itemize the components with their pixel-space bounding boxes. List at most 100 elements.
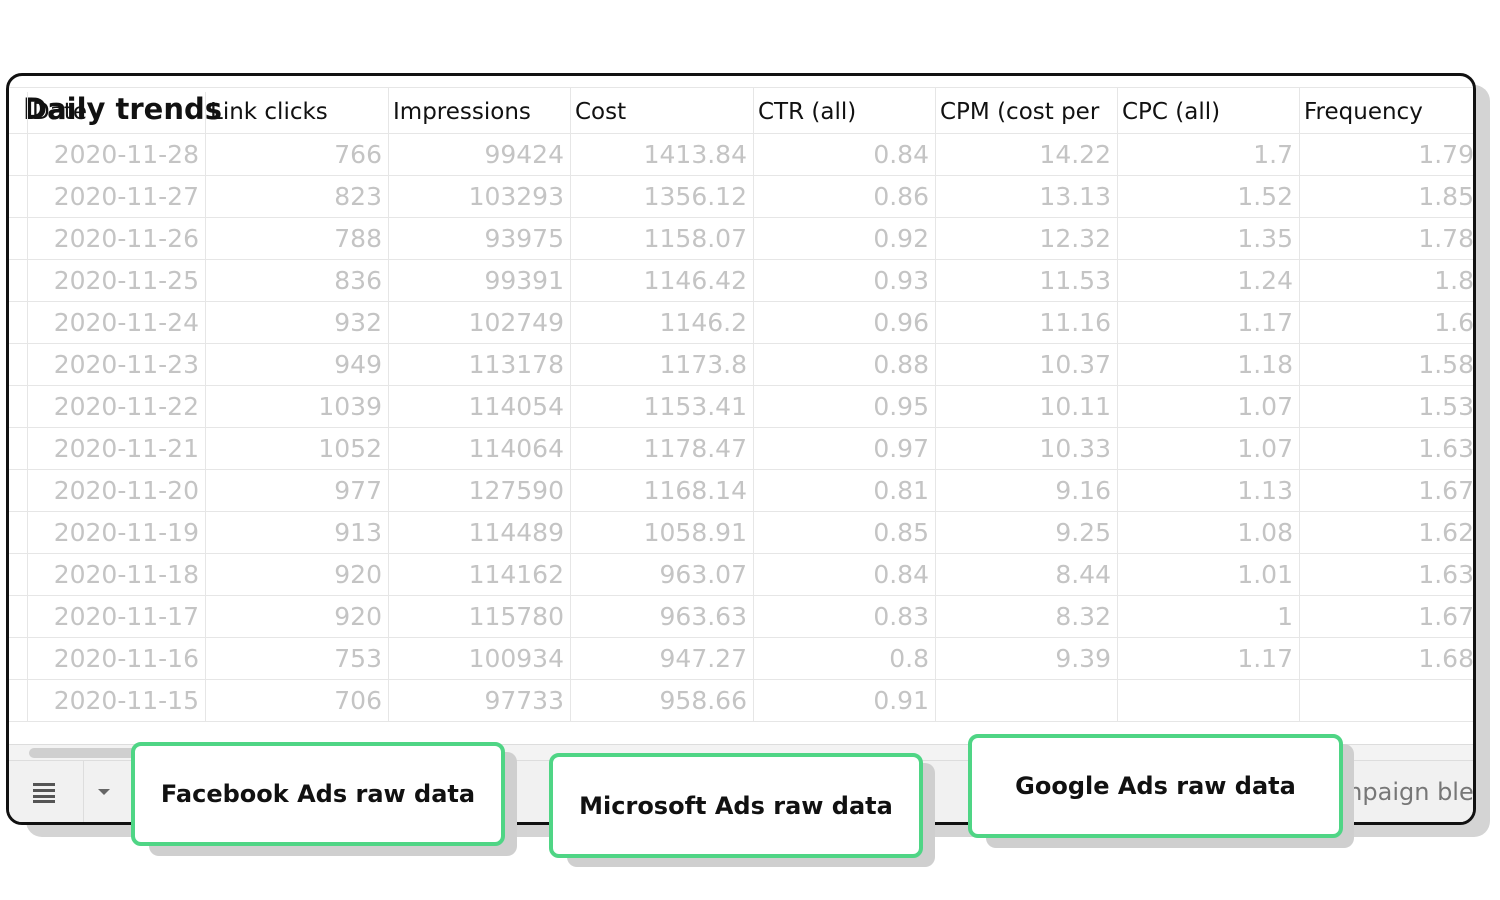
cell: 0.97 (754, 428, 936, 470)
title-row-cell (1300, 88, 1473, 134)
cell: 9.25 (936, 512, 1118, 554)
cell: 10.33 (936, 428, 1118, 470)
cell: 836 (206, 260, 389, 302)
cell: 1.18 (1118, 344, 1300, 386)
cell: 1.6 (1300, 302, 1473, 344)
cell: 12.32 (936, 218, 1118, 260)
frozen-row (9, 76, 1473, 88)
cell: 920 (206, 554, 389, 596)
cell: 1153.41 (571, 386, 754, 428)
cell: 1.8 (1300, 260, 1473, 302)
cell: 100934 (389, 638, 571, 680)
row-header (9, 176, 28, 218)
cell: 2020-11-25 (28, 260, 206, 302)
column-header: Date (28, 92, 206, 134)
cell: 2020-11-28 (28, 134, 206, 176)
cell: 1.67 (1300, 470, 1473, 512)
cell: 963.07 (571, 554, 754, 596)
cell: 0.95 (754, 386, 936, 428)
cell: 1.01 (1118, 554, 1300, 596)
cell: 1356.12 (571, 176, 754, 218)
row-header (9, 260, 28, 302)
cell: 1413.84 (571, 134, 754, 176)
row-header (9, 134, 28, 176)
cell: 11.16 (936, 302, 1118, 344)
callout[interactable]: Microsoft Ads raw data (549, 753, 923, 858)
all-sheets-icon[interactable] (33, 781, 57, 803)
cell: 0.81 (754, 470, 936, 512)
cell: 1168.14 (571, 470, 754, 512)
cell: 1.52 (1118, 176, 1300, 218)
cell: 2020-11-23 (28, 344, 206, 386)
cell: 0.84 (754, 554, 936, 596)
cell: 10.11 (936, 386, 1118, 428)
cell: 1.68 (1300, 638, 1473, 680)
dropdown-icon[interactable] (97, 787, 111, 797)
row-header (9, 470, 28, 512)
callout[interactable]: Facebook Ads raw data (131, 742, 505, 846)
cell: 9.16 (936, 470, 1118, 512)
cell: 0.88 (754, 344, 936, 386)
cell: 1.7 (1118, 134, 1300, 176)
row-header (9, 302, 28, 344)
cell: 1158.07 (571, 218, 754, 260)
sheet-tab[interactable]: mpaign ble (1339, 778, 1474, 806)
cell: 1178.47 (571, 428, 754, 470)
cell: 1146.2 (571, 302, 754, 344)
cell: 1.08 (1118, 512, 1300, 554)
cell: 13.13 (936, 176, 1118, 218)
cell: 1 (1118, 596, 1300, 638)
cell: 1.07 (1118, 386, 1300, 428)
cell: 963.63 (571, 596, 754, 638)
cell: 1.67 (1300, 596, 1473, 638)
cell: 2020-11-18 (28, 554, 206, 596)
cell: 766 (206, 134, 389, 176)
row-header (9, 428, 28, 470)
cell: 1.58 (1300, 344, 1473, 386)
callout[interactable]: Google Ads raw data (968, 734, 1343, 838)
cell: 823 (206, 176, 389, 218)
cell: 114054 (389, 386, 571, 428)
cell: 0.84 (754, 134, 936, 176)
cell: 0.85 (754, 512, 936, 554)
row-header (9, 92, 28, 134)
column-header: Link clicks (206, 92, 389, 134)
cell: 2020-11-21 (28, 428, 206, 470)
cell: 1.85 (1300, 176, 1473, 218)
cell: 913 (206, 512, 389, 554)
cell: 947.27 (571, 638, 754, 680)
empty-cell (1300, 680, 1473, 722)
cell: 788 (206, 218, 389, 260)
cell: 114489 (389, 512, 571, 554)
cell: 958.66 (571, 680, 754, 722)
cell: 1.53 (1300, 386, 1473, 428)
cell: 11.53 (936, 260, 1118, 302)
cell: 2020-11-15 (28, 680, 206, 722)
row-header (9, 344, 28, 386)
cell: 2020-11-24 (28, 302, 206, 344)
scroll-thumb[interactable] (29, 748, 189, 758)
cell: 1146.42 (571, 260, 754, 302)
cell: 99391 (389, 260, 571, 302)
cell: 1.17 (1118, 638, 1300, 680)
cell: 753 (206, 638, 389, 680)
cell: 1.62 (1300, 512, 1473, 554)
cell: 2020-11-22 (28, 386, 206, 428)
title-row-cell (389, 88, 571, 134)
cell: 10.37 (936, 344, 1118, 386)
cell: 1.13 (1118, 470, 1300, 512)
cell: 932 (206, 302, 389, 344)
cell: 1173.8 (571, 344, 754, 386)
column-header: Impressions (389, 92, 571, 134)
cell: 2020-11-26 (28, 218, 206, 260)
cell: 1039 (206, 386, 389, 428)
cell: 0.91 (754, 680, 936, 722)
cell: 0.8 (754, 638, 936, 680)
cell: 93975 (389, 218, 571, 260)
title-cell: Daily trends (9, 88, 389, 134)
sheet-title: Daily trends (23, 92, 223, 126)
row-header (9, 596, 28, 638)
cell: 977 (206, 470, 389, 512)
row-header (9, 680, 28, 722)
